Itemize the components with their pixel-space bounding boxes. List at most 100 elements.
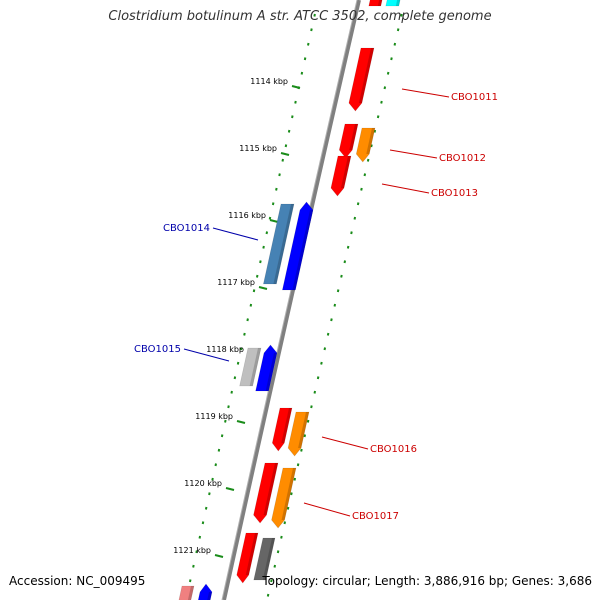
- gene-label-cbo1016: CBO1016: [370, 444, 417, 455]
- left-dot: [252, 289, 256, 293]
- cds-top-red: [368, 0, 383, 7]
- left-dot: [233, 376, 237, 380]
- left-dot: [262, 245, 265, 249]
- tick-mark: [236, 420, 246, 424]
- genome-backbone: [221, 0, 361, 601]
- right-dot: [266, 593, 270, 597]
- tick-label: 1114 kbp: [250, 77, 288, 86]
- tick-label: 1121 kbp: [173, 546, 211, 555]
- right-dot: [316, 376, 320, 380]
- gene-label-cbo1015: CBO1015: [134, 344, 181, 355]
- right-dot: [356, 202, 360, 206]
- left-dot: [268, 216, 272, 220]
- left-dot: [291, 115, 294, 119]
- cds-1012b: [355, 127, 376, 163]
- cds-1015a: [239, 347, 262, 387]
- left-dot: [208, 492, 211, 496]
- cds-top-cyan-shade: [395, 0, 401, 6]
- cds-1014a-shade: [273, 204, 294, 284]
- right-dot: [346, 245, 350, 249]
- right-dot: [350, 231, 353, 235]
- left-dot: [300, 71, 304, 75]
- left-dot: [188, 579, 192, 583]
- left-dot: [192, 564, 195, 568]
- gene-label-cbo1014: CBO1014: [163, 223, 210, 234]
- left-dot: [214, 463, 218, 467]
- left-dot: [278, 173, 281, 177]
- left-dot: [217, 448, 221, 452]
- tick-mark: [258, 286, 268, 290]
- topology-summary: Topology: circular; Length: 3,886,916 bp…: [262, 574, 592, 588]
- cds-1012b-shade: [366, 128, 375, 154]
- right-dot: [276, 550, 280, 554]
- left-dot: [265, 231, 269, 235]
- left-dot: [281, 158, 284, 162]
- right-dot: [396, 28, 400, 32]
- left-dot: [246, 318, 249, 322]
- right-dot: [353, 216, 357, 220]
- cds-lower-dark-shade: [262, 538, 275, 580]
- right-dot: [386, 71, 390, 75]
- left-dot: [211, 477, 214, 481]
- left-dot: [201, 521, 205, 525]
- cds-top-cyan: [385, 0, 401, 7]
- cds-1012a: [338, 123, 359, 159]
- right-dot: [370, 144, 373, 148]
- left-dot: [240, 347, 243, 351]
- right-dot: [366, 158, 370, 162]
- cds-1014a: [263, 203, 295, 285]
- tick-label: 1118 kbp: [206, 345, 244, 354]
- cds-1017b: [271, 467, 297, 529]
- left-dot: [230, 390, 233, 394]
- leader-line: [401, 88, 450, 98]
- left-dot: [294, 100, 297, 104]
- tick-mark: [291, 85, 301, 89]
- left-dot: [204, 506, 208, 510]
- tick-mark: [269, 219, 279, 223]
- cds-1013-shade: [340, 156, 351, 188]
- cds-1011: [348, 47, 375, 112]
- right-dot: [400, 13, 403, 17]
- left-dot: [195, 550, 198, 554]
- tick-label: 1120 kbp: [184, 479, 222, 488]
- cds-bottom-blue: [197, 583, 213, 604]
- right-dot: [360, 187, 363, 191]
- right-dot: [283, 521, 287, 525]
- left-dot: [271, 202, 275, 206]
- cds-1016b-shade: [298, 412, 309, 448]
- right-dot: [280, 535, 283, 539]
- left-dot: [313, 13, 316, 17]
- backbone-line: [222, 0, 361, 601]
- leader-line: [183, 348, 230, 362]
- left-dot: [224, 419, 227, 423]
- gene-label-cbo1017: CBO1017: [352, 511, 399, 522]
- cds-1016b: [287, 411, 310, 457]
- right-dot: [330, 318, 333, 322]
- left-dot: [310, 28, 313, 32]
- right-dot: [383, 86, 387, 90]
- left-dot: [243, 332, 246, 336]
- cds-1017a: [253, 462, 279, 524]
- left-dot: [227, 405, 230, 409]
- right-dot: [290, 492, 293, 496]
- left-dot: [303, 57, 307, 61]
- left-dot: [220, 434, 224, 438]
- cds-1015b: [255, 344, 278, 392]
- leader-line: [303, 502, 351, 517]
- tick-label: 1119 kbp: [195, 412, 233, 421]
- gene-label-cbo1013: CBO1013: [431, 188, 478, 199]
- right-dot: [296, 463, 300, 467]
- gene-label-cbo1012: CBO1012: [439, 153, 486, 164]
- gene-labels: CBO1011 CBO1012 CBO1013 CBO1014 CBO1015 CBO10…: [134, 88, 498, 522]
- tick-label: 1116 kbp: [228, 211, 266, 220]
- right-dot: [376, 115, 380, 119]
- cds-features: [177, 0, 401, 604]
- tick-label: 1117 kbp: [217, 278, 255, 287]
- cds-top-red-shade: [377, 0, 383, 6]
- tick-mark: [225, 487, 235, 491]
- left-dot: [255, 274, 259, 278]
- cds-lower-red-shade: [245, 533, 258, 575]
- right-dot: [336, 289, 340, 293]
- leader-line: [212, 227, 259, 241]
